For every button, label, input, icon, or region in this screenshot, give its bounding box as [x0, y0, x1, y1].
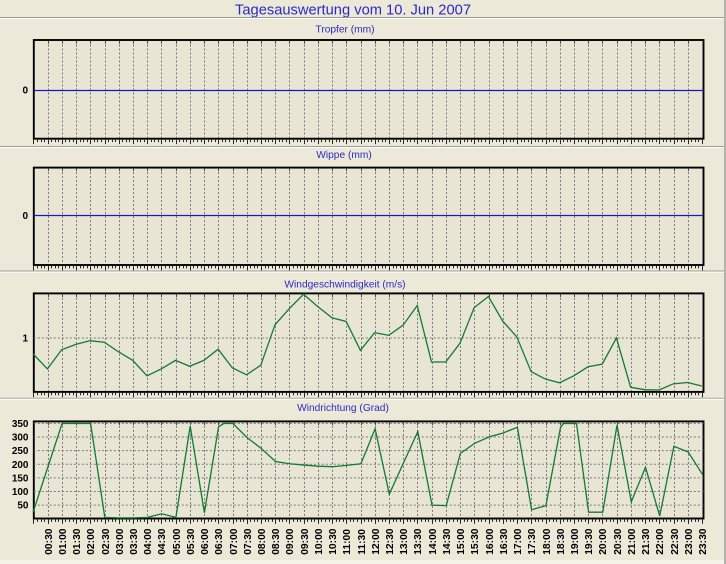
svg-text:03:30: 03:30 — [129, 528, 140, 555]
svg-text:12:30: 12:30 — [385, 528, 396, 555]
svg-text:12:00: 12:00 — [371, 528, 382, 555]
svg-text:11:00: 11:00 — [342, 529, 353, 555]
svg-text:10:00: 10:00 — [314, 528, 325, 555]
svg-text:18:30: 18:30 — [556, 528, 567, 555]
svg-text:300: 300 — [12, 433, 29, 444]
svg-text:07:00: 07:00 — [229, 528, 240, 555]
svg-text:01:00: 01:00 — [58, 528, 69, 555]
svg-text:15:30: 15:30 — [470, 528, 481, 555]
svg-text:09:00: 09:00 — [285, 528, 296, 555]
svg-text:20:30: 20:30 — [613, 528, 624, 555]
svg-text:Windgeschwindigkeit (m/s): Windgeschwindigkeit (m/s) — [284, 280, 405, 291]
svg-text:05:30: 05:30 — [186, 528, 197, 555]
svg-text:16:30: 16:30 — [499, 528, 510, 555]
svg-text:Windrichtung (Grad): Windrichtung (Grad) — [297, 403, 389, 414]
svg-text:11:30: 11:30 — [357, 529, 368, 555]
svg-text:Wippe (mm): Wippe (mm) — [316, 150, 371, 161]
svg-text:150: 150 — [12, 473, 29, 484]
svg-text:18:00: 18:00 — [542, 528, 553, 555]
svg-text:1: 1 — [22, 334, 28, 345]
svg-text:21:30: 21:30 — [641, 528, 652, 555]
svg-text:03:00: 03:00 — [115, 528, 126, 555]
svg-text:05:00: 05:00 — [172, 528, 183, 555]
svg-text:04:30: 04:30 — [157, 528, 168, 555]
svg-text:22:30: 22:30 — [670, 528, 681, 555]
svg-text:08:00: 08:00 — [257, 528, 268, 555]
svg-text:Tagesauswertung vom 10. Jun 20: Tagesauswertung vom 10. Jun 2007 — [235, 3, 471, 19]
svg-text:13:30: 13:30 — [413, 528, 424, 555]
svg-text:250: 250 — [12, 446, 29, 457]
svg-text:17:30: 17:30 — [527, 528, 538, 555]
svg-text:350: 350 — [12, 419, 29, 430]
svg-text:14:30: 14:30 — [442, 528, 453, 555]
svg-text:23:30: 23:30 — [698, 528, 709, 555]
svg-text:06:00: 06:00 — [200, 528, 211, 555]
svg-text:22:00: 22:00 — [655, 528, 666, 555]
svg-text:00:30: 00:30 — [44, 528, 55, 555]
svg-text:100: 100 — [12, 487, 29, 498]
svg-text:02:00: 02:00 — [86, 528, 97, 555]
svg-text:50: 50 — [17, 501, 29, 512]
svg-text:02:30: 02:30 — [101, 528, 112, 555]
svg-text:21:00: 21:00 — [627, 528, 638, 555]
svg-text:09:30: 09:30 — [300, 528, 311, 555]
svg-text:15:00: 15:00 — [456, 528, 467, 555]
svg-text:10:30: 10:30 — [328, 528, 339, 555]
svg-text:17:00: 17:00 — [513, 528, 524, 555]
svg-text:08:30: 08:30 — [271, 528, 282, 555]
svg-text:16:00: 16:00 — [485, 528, 496, 555]
svg-text:01:30: 01:30 — [72, 528, 83, 555]
svg-text:0: 0 — [22, 211, 28, 222]
svg-text:Tropfer (mm): Tropfer (mm) — [315, 25, 374, 36]
svg-text:20:00: 20:00 — [598, 528, 609, 555]
svg-text:07:30: 07:30 — [243, 528, 254, 555]
svg-text:13:00: 13:00 — [399, 528, 410, 555]
svg-text:23:00: 23:00 — [684, 528, 695, 555]
svg-text:06:30: 06:30 — [214, 528, 225, 555]
svg-text:0: 0 — [22, 86, 28, 97]
svg-text:19:00: 19:00 — [570, 528, 581, 555]
svg-text:14:00: 14:00 — [428, 528, 439, 555]
svg-text:04:00: 04:00 — [143, 528, 154, 555]
svg-text:200: 200 — [12, 460, 29, 471]
svg-text:19:30: 19:30 — [584, 528, 595, 555]
